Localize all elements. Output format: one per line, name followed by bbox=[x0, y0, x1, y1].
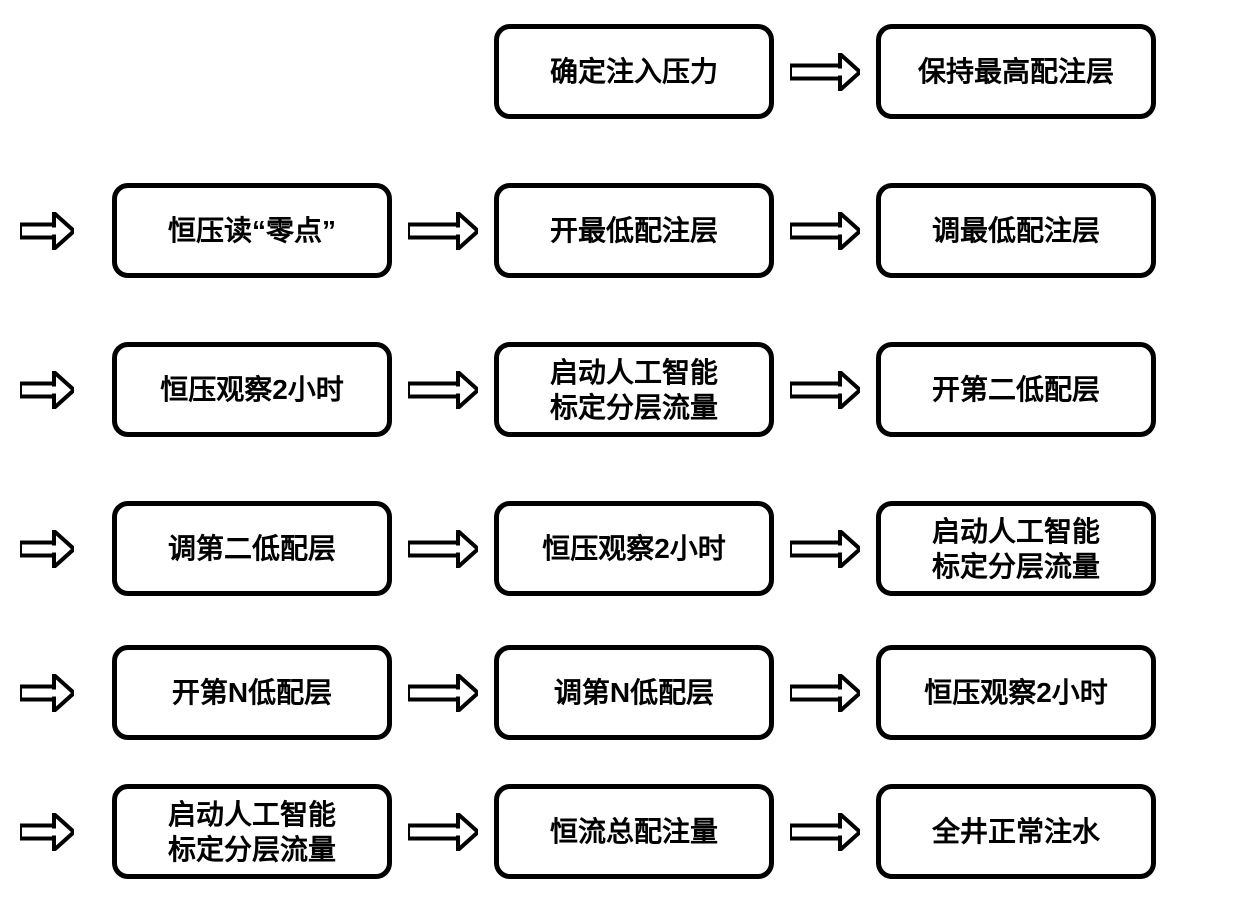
arrow-icon bbox=[790, 212, 860, 250]
flow-step-label: 启动人工智能 标定分层流量 bbox=[550, 355, 718, 425]
flow-step: 调最低配注层 bbox=[876, 183, 1156, 278]
arrow-icon bbox=[790, 674, 860, 712]
flow-step-label: 恒流总配注量 bbox=[550, 814, 718, 849]
flow-step-label: 恒压观察2小时 bbox=[542, 531, 726, 566]
arrow-icon bbox=[408, 674, 478, 712]
flow-row: 调第二低配层 恒压观察2小时 启动人工智能 标定分层流量 bbox=[0, 501, 1240, 596]
flow-row: 开第N低配层 调第N低配层 恒压观察2小时 bbox=[0, 645, 1240, 740]
flow-step-label: 开最低配注层 bbox=[550, 213, 718, 248]
arrow-icon bbox=[790, 813, 860, 851]
flow-step: 启动人工智能 标定分层流量 bbox=[494, 342, 774, 437]
flow-step-label: 调最低配注层 bbox=[932, 213, 1100, 248]
flow-step-label: 恒压观察2小时 bbox=[924, 675, 1108, 710]
arrow-icon bbox=[20, 371, 74, 409]
flow-row: 恒压观察2小时 启动人工智能 标定分层流量 开第二低配层 bbox=[0, 342, 1240, 437]
flow-step-label: 恒压观察2小时 bbox=[160, 372, 344, 407]
flow-step: 恒流总配注量 bbox=[494, 784, 774, 879]
flow-step: 开第N低配层 bbox=[112, 645, 392, 740]
flow-step: 恒压观察2小时 bbox=[112, 342, 392, 437]
flow-row: 恒压读“零点” 开最低配注层 调最低配注层 bbox=[0, 183, 1240, 278]
flow-step-label: 调第N低配层 bbox=[554, 675, 714, 710]
flow-step: 开第二低配层 bbox=[876, 342, 1156, 437]
flow-step-label: 全井正常注水 bbox=[932, 814, 1100, 849]
flow-row: 确定注入压力 保持最高配注层 bbox=[0, 24, 1240, 119]
flow-step: 保持最高配注层 bbox=[876, 24, 1156, 119]
arrow-icon bbox=[20, 212, 74, 250]
flow-step-label: 确定注入压力 bbox=[550, 54, 718, 89]
arrow-icon bbox=[408, 813, 478, 851]
flow-row: 启动人工智能 标定分层流量 恒流总配注量 全井正常注水 bbox=[0, 784, 1240, 879]
arrow-icon bbox=[20, 674, 74, 712]
flow-step-label: 启动人工智能 标定分层流量 bbox=[168, 797, 336, 867]
flow-step: 开最低配注层 bbox=[494, 183, 774, 278]
arrow-icon bbox=[408, 371, 478, 409]
arrow-icon bbox=[20, 813, 74, 851]
arrow-icon bbox=[790, 53, 860, 91]
flow-step: 调第N低配层 bbox=[494, 645, 774, 740]
flow-step: 全井正常注水 bbox=[876, 784, 1156, 879]
arrow-icon bbox=[408, 530, 478, 568]
flow-step: 启动人工智能 标定分层流量 bbox=[112, 784, 392, 879]
arrow-icon bbox=[790, 371, 860, 409]
flow-step-label: 开第N低配层 bbox=[172, 675, 332, 710]
flow-step: 恒压读“零点” bbox=[112, 183, 392, 278]
flow-step-label: 调第二低配层 bbox=[168, 531, 336, 566]
flow-step: 确定注入压力 bbox=[494, 24, 774, 119]
arrow-icon bbox=[408, 212, 478, 250]
arrow-icon bbox=[790, 530, 860, 568]
flow-step: 恒压观察2小时 bbox=[876, 645, 1156, 740]
flow-step-label: 恒压读“零点” bbox=[168, 213, 336, 248]
flow-step: 调第二低配层 bbox=[112, 501, 392, 596]
arrow-icon bbox=[20, 530, 74, 568]
flow-step-label: 开第二低配层 bbox=[932, 372, 1100, 407]
flow-step: 恒压观察2小时 bbox=[494, 501, 774, 596]
flow-step-label: 启动人工智能 标定分层流量 bbox=[932, 514, 1100, 584]
flow-step: 启动人工智能 标定分层流量 bbox=[876, 501, 1156, 596]
flow-step-label: 保持最高配注层 bbox=[918, 54, 1114, 89]
